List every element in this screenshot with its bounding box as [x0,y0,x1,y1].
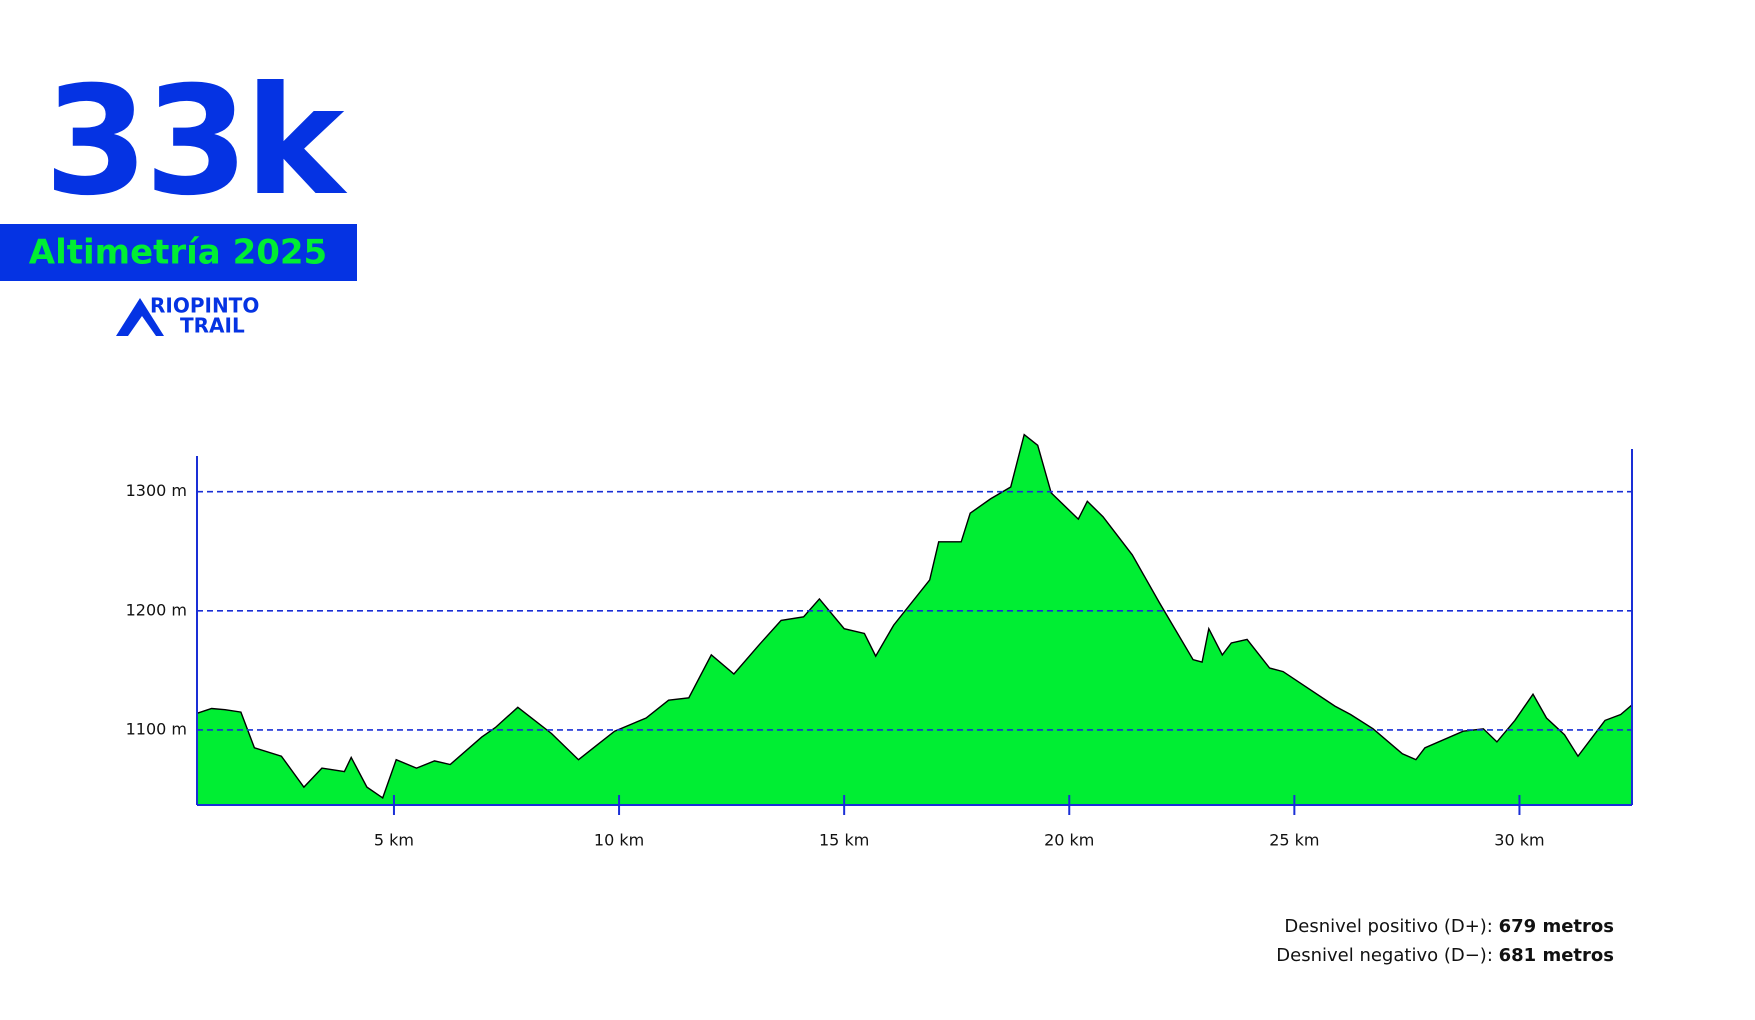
y-tick-label: 1300 m [126,481,187,500]
stat-line: Desnivel negativo (D−): 681 metros [1276,941,1614,970]
area [197,434,1632,805]
logo-text: RIOPINTO [150,294,259,318]
banner [0,224,357,281]
subtitle: Altimetría 2025 [29,233,327,273]
y-tick-label: 1200 m [126,600,187,619]
stat-label: Desnivel negativo (D−): [1276,945,1493,966]
x-tick-label: 15 km [819,831,869,850]
stat-line: Desnivel positivo (D+): 679 metros [1276,912,1614,941]
stat-label: Desnivel positivo (D+): [1284,916,1493,937]
logo-text: TRAIL [180,314,245,338]
profile-line [196,433,1633,799]
x-tick-label: 30 km [1494,831,1544,850]
logo-mark-inner [128,316,156,336]
logo-mark [116,298,164,336]
title: 33k [44,55,348,229]
x-tick-label: 10 km [594,831,644,850]
stats: Desnivel positivo (D+): 679 metros Desni… [1276,912,1614,970]
x-tick-label: 20 km [1044,831,1094,850]
stat-value: 679 metros [1498,916,1614,937]
x-tick-label: 25 km [1269,831,1319,850]
y-tick-label: 1100 m [126,719,187,738]
stat-value: 681 metros [1498,945,1614,966]
x-tick-label: 5 km [374,831,414,850]
